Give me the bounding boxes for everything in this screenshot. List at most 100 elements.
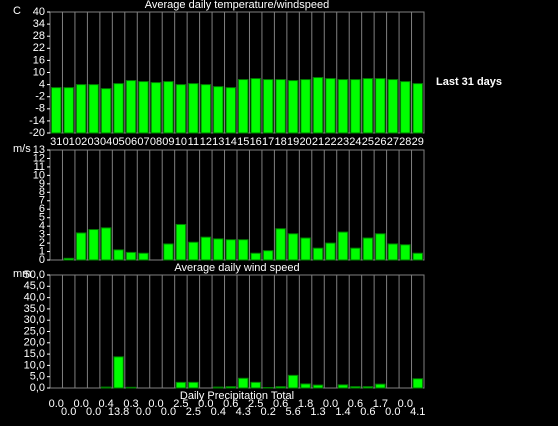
bar (400, 244, 411, 261)
bar (375, 383, 386, 389)
y-tick-label: 40 (33, 6, 45, 18)
x-tick-label: 17 (262, 136, 274, 148)
x-tick-label: 06 (125, 136, 137, 148)
bar (275, 228, 286, 261)
value-label: 0.6 (360, 406, 375, 418)
bar (312, 247, 324, 261)
y-tick-label: 28 (33, 30, 45, 42)
x-tick-label: 31 (50, 136, 62, 148)
bar (150, 82, 162, 134)
x-tick-label: 26 (374, 136, 386, 148)
x-tick-label: 27 (387, 136, 399, 148)
bar (325, 242, 336, 261)
bar (275, 386, 286, 389)
x-tick-label: 01 (63, 136, 75, 148)
bar (213, 86, 224, 134)
value-label: 0.6 (348, 398, 363, 410)
x-tick-label: 29 (412, 136, 424, 148)
value-label: 1.8 (298, 398, 313, 410)
y-tick-label: 2 (39, 237, 45, 249)
x-tick-label: 18 (275, 136, 287, 148)
bar (275, 79, 286, 134)
value-label: 0.6 (273, 398, 288, 410)
bar (113, 249, 124, 261)
value-label: 4.3 (236, 406, 251, 418)
y-tick-label: 45,0 (24, 280, 45, 292)
bar (362, 78, 374, 134)
bar (300, 383, 311, 389)
x-tick-label: 07 (137, 136, 149, 148)
bar (138, 252, 149, 261)
bar (262, 79, 274, 134)
bar (325, 78, 336, 134)
y-tick-label: 7 (39, 195, 45, 207)
value-label: 5.6 (285, 406, 300, 418)
y-tick-label: 16 (33, 54, 45, 66)
y-tick-label: 4 (39, 220, 45, 232)
bar (125, 80, 137, 134)
x-tick-label: 11 (188, 136, 199, 148)
bar (213, 386, 224, 389)
y-tick-label: 12 (33, 152, 45, 164)
y-tick-label: 50,0 (24, 269, 45, 281)
y-tick-label: 4 (39, 79, 45, 91)
y-tick-label: 1 (39, 245, 45, 257)
bar (238, 79, 249, 134)
bar (412, 252, 423, 261)
bar (175, 381, 187, 389)
bar (250, 381, 261, 389)
bar (337, 384, 349, 389)
bar (312, 384, 324, 389)
bar (400, 81, 411, 134)
bar (250, 252, 261, 261)
bar (113, 83, 124, 134)
value-label: 4.1 (410, 406, 425, 418)
y-tick-label: 10,0 (24, 359, 45, 371)
bar (175, 84, 187, 134)
bar (287, 374, 299, 389)
value-label: 0.0 (61, 406, 76, 418)
value-label: 2.5 (248, 398, 263, 410)
value-label: 0.0 (86, 406, 101, 418)
x-tick-label: 15 (237, 136, 249, 148)
bar (238, 239, 249, 261)
y-tick-label: 13 (33, 144, 45, 156)
y-tick-label: 20,0 (24, 337, 45, 349)
bar (200, 236, 212, 261)
x-tick-label: 24 (349, 136, 361, 148)
bar (287, 233, 299, 261)
y-tick-label: -14 (29, 115, 45, 127)
annotation: Last 31 days (436, 76, 502, 88)
value-label: 0.0 (198, 398, 213, 410)
value-label: 0.2 (261, 406, 276, 418)
y-tick-label: 34 (33, 18, 45, 30)
bar (175, 223, 187, 261)
bar (75, 84, 87, 134)
y-axis-unit: C (13, 5, 21, 17)
y-tick-label: 3 (39, 229, 45, 241)
y-tick-label: 22 (33, 42, 45, 54)
bar (225, 239, 237, 261)
x-tick-label: 02 (75, 136, 87, 148)
y-tick-label: 0 (39, 254, 45, 266)
bar (188, 381, 199, 389)
x-tick-label: 28 (399, 136, 411, 148)
x-tick-label: 08 (150, 136, 162, 148)
value-label: 0.4 (98, 398, 113, 410)
x-tick-label: 04 (100, 136, 112, 148)
bar (225, 87, 237, 134)
x-tick-label: 09 (162, 136, 174, 148)
y-tick-label: 30,0 (24, 314, 45, 326)
y-tick-label: 6 (39, 203, 45, 215)
y-tick-label: 9 (39, 178, 45, 190)
bar (362, 237, 374, 261)
bar (100, 386, 112, 389)
chart-title: Average daily temperature/windspeed (145, 0, 329, 11)
value-label: 0.0 (385, 406, 400, 418)
bar (163, 81, 174, 134)
bar (262, 250, 274, 261)
bar (312, 77, 324, 134)
y-tick-label: 10 (33, 66, 45, 78)
value-label: 0.0 (161, 406, 176, 418)
